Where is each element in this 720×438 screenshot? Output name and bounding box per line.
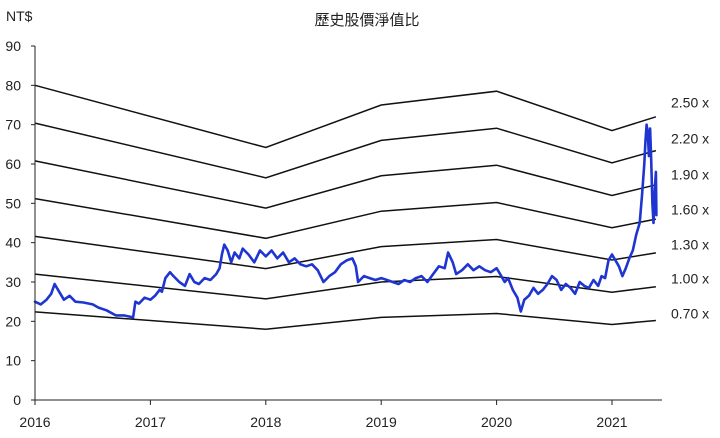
plot-layer [33, 84, 658, 330]
x-tick-label: 2018 [250, 414, 281, 430]
y-tick-label: 40 [5, 235, 21, 251]
x-tick-label: 2016 [19, 414, 50, 430]
band-line-100 [34, 273, 656, 300]
band-line-250 [34, 84, 657, 149]
y-tick-label: 30 [5, 274, 21, 290]
y-tick-label: 50 [5, 195, 21, 211]
y-tick-label: 70 [5, 117, 21, 133]
band-label: 1.00 x [671, 271, 709, 287]
label-layer: 0.70 x 1.00 x 1.30 x 1.60 x 1.90 x 2.20 x 2.50… [671, 95, 709, 322]
band-label: 2.50 x [671, 95, 709, 111]
y-tick-label: 90 [5, 38, 21, 54]
x-tick-label: 2019 [366, 414, 397, 430]
chart-title: 歷史股價淨值比 [314, 11, 419, 29]
x-tick-label: 2020 [481, 414, 512, 430]
band-label: 2.20 x [671, 131, 709, 147]
x-tick-label: 2021 [596, 414, 627, 430]
y-tick-label: 10 [5, 353, 21, 369]
band-line-070 [34, 311, 656, 330]
axis-layer: 0 10 20 30 40 50 60 70 80 90 2016 2017 2018 2019 2020 2… [5, 38, 662, 430]
band-label: 0.70 x [671, 306, 709, 322]
band-line-220 [34, 122, 657, 179]
y-tick-label: 0 [13, 392, 21, 408]
y-tick-label: 80 [5, 77, 21, 93]
band-label: 1.60 x [671, 202, 709, 218]
x-tick-label: 2017 [135, 414, 166, 430]
band-line-190 [34, 160, 657, 209]
band-label: 1.30 x [671, 237, 709, 253]
band-line-160 [34, 197, 657, 240]
y-tick-label: 60 [5, 156, 21, 172]
y-axis-unit-label: NT$ [6, 8, 33, 24]
band-line-130 [34, 235, 657, 270]
y-tick-label: 20 [5, 313, 21, 329]
price-series-line [33, 123, 658, 319]
band-label: 1.90 x [671, 167, 709, 183]
